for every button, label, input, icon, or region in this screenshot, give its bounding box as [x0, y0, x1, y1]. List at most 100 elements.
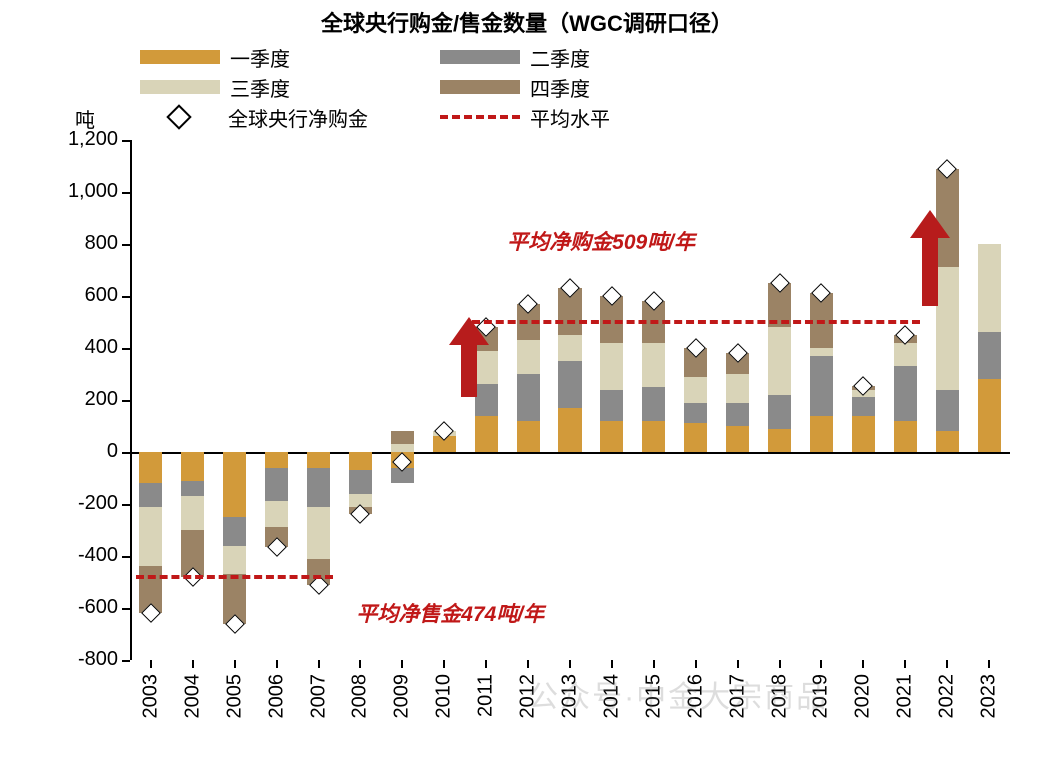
bar-segment	[558, 361, 581, 408]
bar-segment	[223, 452, 246, 517]
x-tick-mark	[234, 660, 236, 668]
bar-segment	[642, 343, 665, 387]
bar-segment	[852, 416, 875, 452]
y-tick-mark	[122, 140, 130, 142]
y-tick-mark	[122, 400, 130, 402]
x-tick-label: 2003	[139, 674, 162, 719]
y-tick-label: 800	[18, 232, 118, 255]
x-tick-label: 2008	[349, 674, 372, 719]
legend-item-q1: 一季度	[140, 42, 440, 72]
bar-segment	[936, 431, 959, 452]
swatch-q2	[440, 50, 520, 64]
x-tick-mark	[401, 660, 403, 668]
y-tick-mark	[122, 452, 130, 454]
legend-label-q3: 三季度	[230, 73, 290, 102]
chart-container: 全球央行购金/售金数量（WGC调研口径） 一季度 二季度 三季度 四季度 全球央…	[0, 0, 1054, 768]
x-tick-label: 2020	[852, 674, 875, 719]
bar-segment	[139, 483, 162, 506]
bar-segment	[726, 374, 749, 403]
annotation: 平均净售金474吨/年	[356, 598, 544, 628]
y-tick-mark	[122, 504, 130, 506]
legend-label-avg: 平均水平	[530, 103, 610, 132]
x-tick-label: 2022	[936, 674, 959, 719]
bar-segment	[517, 340, 540, 374]
x-tick-mark	[527, 660, 529, 668]
average-line	[136, 575, 333, 579]
bar-segment	[852, 397, 875, 415]
bar-segment	[894, 343, 917, 366]
y-tick-mark	[122, 296, 130, 298]
x-tick-mark	[988, 660, 990, 668]
chart-title: 全球央行购金/售金数量（WGC调研口径）	[0, 6, 1054, 38]
legend-label-q4: 四季度	[530, 73, 590, 102]
bar-segment	[726, 403, 749, 426]
y-tick-mark	[122, 660, 130, 662]
bar-segment	[307, 468, 330, 507]
legend-item-avg: 平均水平	[440, 102, 740, 132]
bar-segment	[265, 468, 288, 502]
x-tick-mark	[485, 660, 487, 668]
x-tick-label: 2010	[433, 674, 456, 719]
x-tick-mark	[150, 660, 152, 668]
bar-segment	[684, 377, 707, 403]
y-tick-label: -800	[18, 648, 118, 671]
average-line	[472, 320, 920, 324]
annotation: 平均净购金509吨/年	[507, 226, 695, 256]
arrow-up-icon	[449, 317, 489, 398]
bar-segment	[600, 343, 623, 390]
bar-segment	[894, 366, 917, 421]
bar-segment	[726, 426, 749, 452]
x-tick-mark	[904, 660, 906, 668]
y-tick-mark	[122, 556, 130, 558]
legend-label-q1: 一季度	[230, 43, 290, 72]
watermark: 公众号·中金大宗商品	[528, 672, 828, 716]
x-tick-mark	[276, 660, 278, 668]
bar-segment	[558, 408, 581, 452]
x-tick-mark	[359, 660, 361, 668]
swatch-q3	[140, 80, 220, 94]
bar-segment	[517, 374, 540, 421]
bar-segment	[265, 452, 288, 468]
arrow-up-icon	[910, 210, 950, 306]
bar-segment	[978, 379, 1001, 452]
bar-segment	[475, 416, 498, 452]
y-tick-label: 0	[18, 440, 118, 463]
y-tick-label: -200	[18, 492, 118, 515]
x-tick-label: 2007	[307, 674, 330, 719]
bar-segment	[265, 501, 288, 527]
bar-segment	[600, 390, 623, 421]
bar-segment	[139, 507, 162, 567]
x-tick-label: 2004	[181, 674, 204, 719]
bar-segment	[642, 421, 665, 452]
bar-segment	[349, 452, 372, 470]
bar-segment	[642, 387, 665, 421]
bar-segment	[810, 356, 833, 416]
x-tick-mark	[820, 660, 822, 668]
bar-segment	[684, 423, 707, 452]
bar-segment	[810, 348, 833, 356]
bar-segment	[181, 496, 204, 530]
x-tick-mark	[862, 660, 864, 668]
bar-segment	[391, 431, 414, 444]
bar-segment	[223, 546, 246, 575]
diamond-icon	[166, 104, 191, 129]
bar-segment	[978, 244, 1001, 332]
bar-segment	[810, 416, 833, 452]
bar-segment	[391, 444, 414, 452]
bar-segment	[768, 395, 791, 429]
bar-segment	[768, 327, 791, 395]
legend-item-net: 全球央行净购金	[140, 102, 440, 132]
bar-segment	[307, 452, 330, 468]
legend-item-q4: 四季度	[440, 72, 740, 102]
legend-label-net: 全球央行净购金	[228, 103, 368, 132]
x-tick-label: 2005	[223, 674, 246, 719]
swatch-q1	[140, 50, 220, 64]
x-tick-mark	[569, 660, 571, 668]
x-tick-mark	[946, 660, 948, 668]
x-tick-mark	[318, 660, 320, 668]
x-tick-label: 2023	[978, 674, 1001, 719]
y-tick-mark	[122, 244, 130, 246]
legend-item-q2: 二季度	[440, 42, 740, 72]
legend-label-q2: 二季度	[530, 43, 590, 72]
bar-segment	[349, 470, 372, 493]
